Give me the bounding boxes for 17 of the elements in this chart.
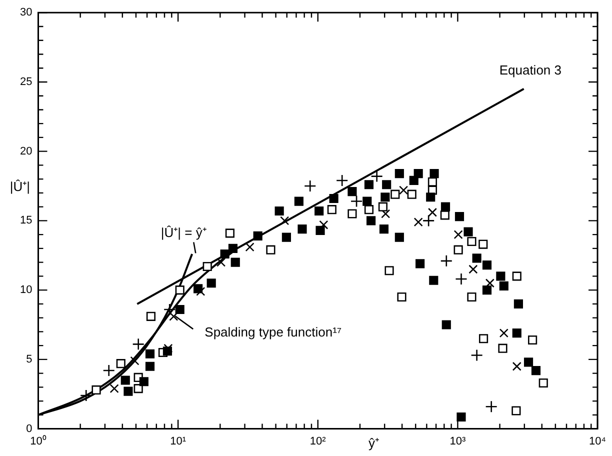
y-tick-label: 15	[20, 214, 32, 227]
x-tick-label: 10⁰	[30, 434, 46, 448]
y-tick-label: 5	[26, 353, 32, 366]
y-tick-label: 0	[26, 422, 32, 435]
x-tick-label: 10⁴	[589, 435, 606, 448]
y-axis-title: |Û⁺|	[10, 178, 30, 194]
x-tick-label: 10¹	[170, 435, 186, 448]
annotation: |Û⁺| = ŷ⁺	[160, 224, 206, 240]
y-tick-label: 10	[20, 284, 32, 296]
y-tick-label: 20	[20, 145, 32, 158]
x-tick-label: 10²	[310, 435, 326, 448]
x-tick-label: 10³	[450, 435, 466, 448]
x-axis-title: ŷ⁺	[368, 435, 380, 450]
annotation: Spalding type function¹⁷	[204, 324, 342, 340]
y-tick-label: 25	[20, 76, 32, 88]
y-tick-label: 30	[20, 6, 32, 19]
annotation: Equation 3	[499, 62, 562, 78]
